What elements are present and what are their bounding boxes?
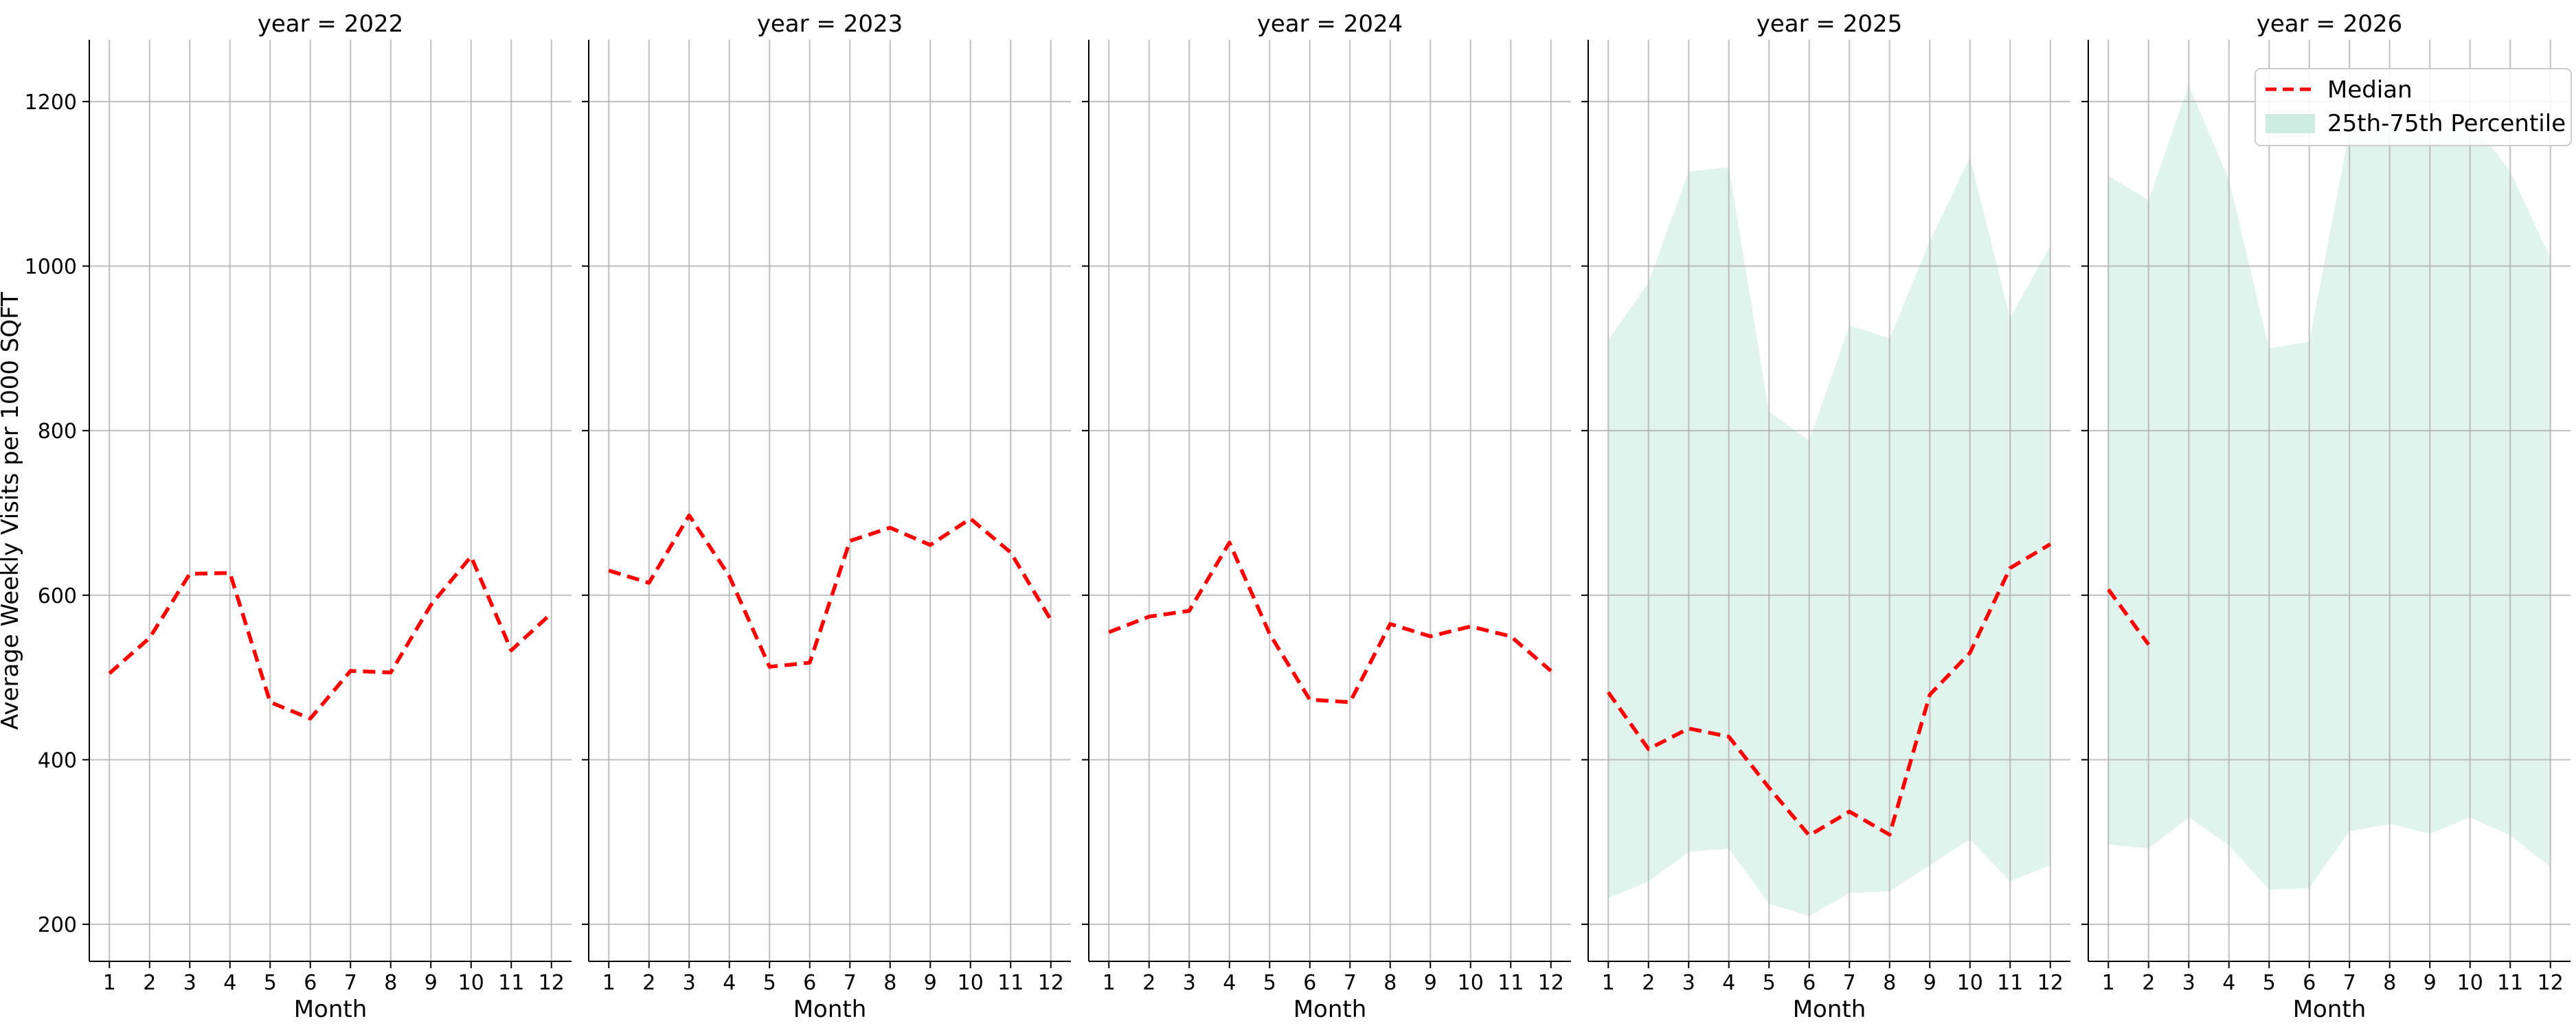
x-tick-label: 9 bbox=[1923, 971, 1936, 995]
median-line bbox=[608, 513, 1053, 669]
x-tick-label: 2 bbox=[1642, 971, 1655, 995]
x-tick-label: 6 bbox=[1303, 971, 1316, 995]
x-tick-label: 2 bbox=[1142, 971, 1155, 995]
x-tick-label: 1 bbox=[1103, 971, 1116, 995]
x-tick-label: 6 bbox=[304, 971, 317, 995]
x-tick-label: 10 bbox=[958, 971, 984, 995]
panel-title: year = 2024 bbox=[1257, 10, 1403, 38]
panel-title: year = 2026 bbox=[2257, 10, 2402, 38]
median-line bbox=[108, 554, 553, 721]
x-tick-label: 12 bbox=[539, 971, 565, 995]
y-tick-label: 1200 bbox=[25, 91, 77, 115]
x-tick-label: 4 bbox=[723, 971, 736, 995]
y-tick-label: 400 bbox=[38, 748, 77, 772]
x-tick-label: 5 bbox=[2263, 971, 2276, 995]
x-tick-label: 5 bbox=[264, 971, 277, 995]
x-tick-label: 3 bbox=[183, 971, 196, 995]
x-tick-label: 8 bbox=[384, 971, 397, 995]
x-tick-label: 11 bbox=[1997, 971, 2023, 995]
x-tick-label: 5 bbox=[1763, 971, 1776, 995]
y-tick-label: 1000 bbox=[25, 255, 77, 279]
x-tick-label: 10 bbox=[2457, 971, 2483, 995]
x-axis-label: Month bbox=[2293, 996, 2366, 1023]
legend: Median 25th-75th Percentile bbox=[2255, 68, 2572, 146]
x-tick-label: 4 bbox=[1722, 971, 1735, 995]
median-line bbox=[2107, 588, 2150, 646]
percentile-band bbox=[1608, 157, 2050, 917]
x-tick-label: 11 bbox=[498, 971, 524, 995]
x-axis-label: Month bbox=[1293, 996, 1367, 1023]
x-axis-label: Month bbox=[294, 996, 368, 1023]
x-axis-label: Month bbox=[1793, 996, 1866, 1023]
x-tick-label: 11 bbox=[997, 971, 1024, 995]
legend-band-swatch bbox=[2266, 114, 2315, 133]
x-tick-label: 6 bbox=[803, 971, 816, 995]
x-tick-label: 6 bbox=[1803, 971, 1816, 995]
x-tick-label: 3 bbox=[1183, 971, 1196, 995]
x-tick-label: 10 bbox=[458, 971, 484, 995]
x-tick-label: 1 bbox=[1602, 971, 1615, 995]
x-tick-label: 9 bbox=[1424, 971, 1437, 995]
x-tick-label: 12 bbox=[2538, 971, 2564, 995]
panel-title: year = 2023 bbox=[757, 10, 903, 38]
median-line bbox=[1108, 540, 1552, 705]
x-tick-label: 8 bbox=[1883, 971, 1896, 995]
x-tick-label: 11 bbox=[2497, 971, 2523, 995]
x-tick-label: 12 bbox=[1038, 971, 1064, 995]
x-tick-label: 4 bbox=[1223, 971, 1236, 995]
x-tick-label: 10 bbox=[1458, 971, 1484, 995]
x-tick-label: 12 bbox=[2037, 971, 2064, 995]
x-tick-label: 1 bbox=[103, 971, 116, 995]
x-tick-label: 2 bbox=[642, 971, 655, 995]
x-tick-label: 4 bbox=[2222, 971, 2235, 995]
y-tick-label: 600 bbox=[38, 584, 77, 608]
y-tick-label: 200 bbox=[38, 913, 77, 937]
x-tick-label: 8 bbox=[883, 971, 896, 995]
x-tick-label: 4 bbox=[223, 971, 236, 995]
y-tick-label: 800 bbox=[38, 420, 77, 444]
x-tick-label: 9 bbox=[425, 971, 438, 995]
x-tick-label: 3 bbox=[1682, 971, 1695, 995]
legend-frame bbox=[2255, 68, 2572, 146]
x-tick-label: 9 bbox=[924, 971, 937, 995]
x-tick-label: 11 bbox=[1498, 971, 1524, 995]
median-line bbox=[1607, 542, 2052, 838]
x-tick-label: 7 bbox=[1843, 971, 1856, 995]
legend-band-label: 25th-75th Percentile bbox=[2327, 110, 2566, 137]
legend-median-label: Median bbox=[2327, 76, 2413, 104]
x-tick-label: 12 bbox=[1538, 971, 1564, 995]
y-axis-label: Average Weekly Visits per 1000 SQFT bbox=[0, 292, 24, 730]
x-tick-label: 10 bbox=[1957, 971, 1983, 995]
x-tick-label: 8 bbox=[1383, 971, 1397, 995]
x-tick-label: 3 bbox=[683, 971, 696, 995]
panel-title: year = 2022 bbox=[258, 10, 403, 38]
x-tick-label: 1 bbox=[2102, 971, 2115, 995]
percentile-band bbox=[2108, 84, 2551, 890]
x-tick-label: 2 bbox=[2142, 971, 2155, 995]
x-tick-label: 5 bbox=[763, 971, 776, 995]
x-tick-label: 7 bbox=[1344, 971, 1357, 995]
x-tick-label: 1 bbox=[602, 971, 615, 995]
x-tick-label: 5 bbox=[1263, 971, 1276, 995]
x-tick-label: 7 bbox=[344, 971, 357, 995]
panel-title: year = 2025 bbox=[1756, 10, 1902, 38]
x-tick-label: 8 bbox=[2383, 971, 2396, 995]
x-tick-label: 7 bbox=[2343, 971, 2356, 995]
x-tick-label: 6 bbox=[2303, 971, 2316, 995]
x-tick-label: 2 bbox=[143, 971, 156, 995]
x-tick-label: 3 bbox=[2182, 971, 2195, 995]
x-tick-label: 7 bbox=[844, 971, 857, 995]
x-tick-label: 9 bbox=[2424, 971, 2437, 995]
x-axis-label: Month bbox=[793, 996, 867, 1023]
